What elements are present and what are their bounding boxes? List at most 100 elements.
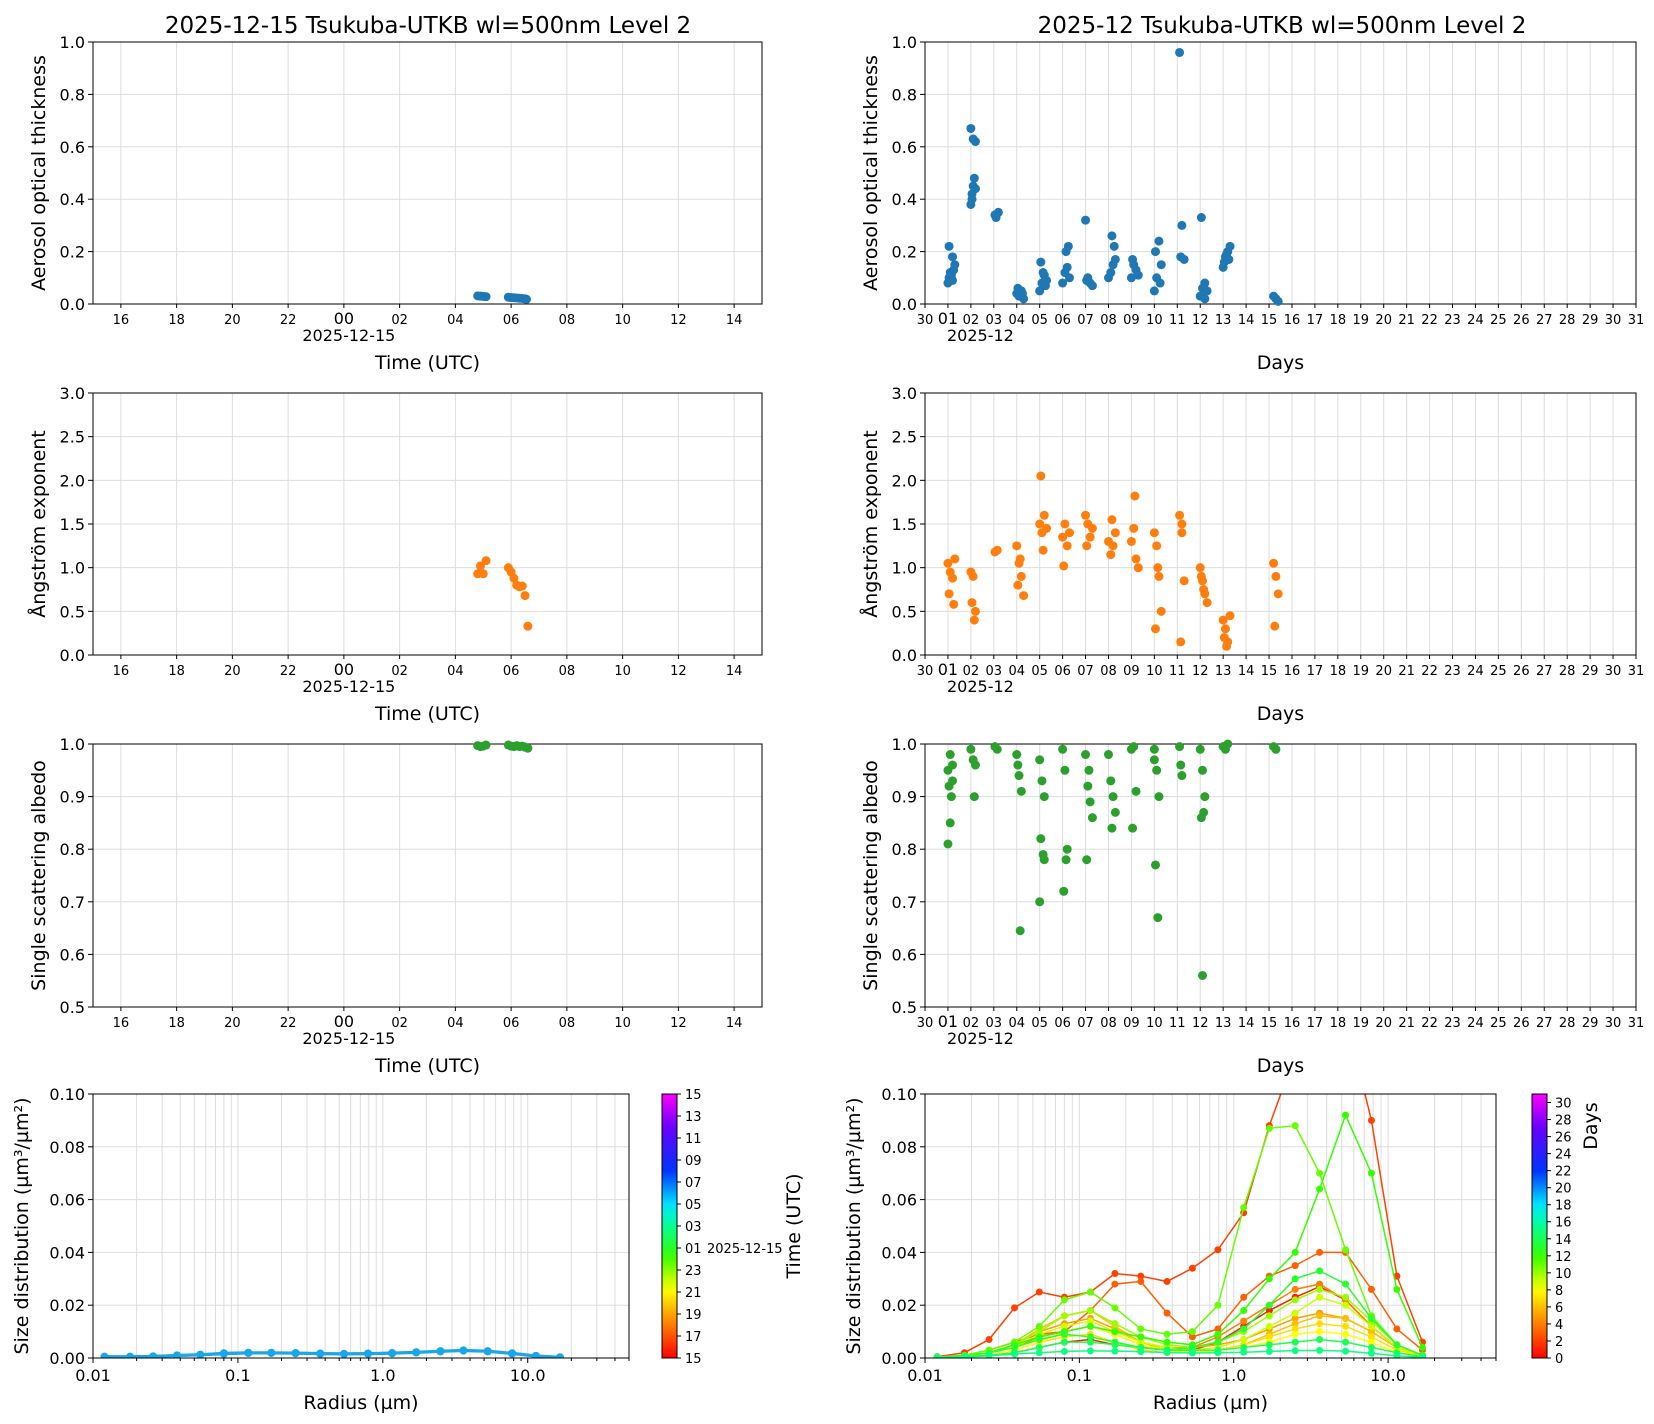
data-point [1019,591,1029,601]
data-point [1153,913,1163,923]
plot-frame [924,1093,1497,1359]
data-point [1154,571,1164,581]
y-tick-label: 0.0 [60,646,85,665]
data-point [1126,273,1136,283]
series-point [1035,1349,1043,1357]
y-tick-label: 0.6 [892,945,917,964]
x-tick-label: 23 [1444,313,1461,328]
data-point [1177,220,1187,230]
series-point [196,1350,205,1358]
series-point [960,1353,968,1358]
data-point [1179,576,1189,586]
series-point [1291,1296,1299,1304]
x-tick-label: 28 [1559,1016,1576,1031]
data-point [944,589,954,599]
data-point [1060,765,1070,775]
data-point [1058,532,1068,542]
x-tick-label: 14 [726,313,743,328]
colorbar-tick-label: 01 [685,1242,702,1257]
x-tick-label: 05 [1031,1016,1048,1031]
series-point [1214,1246,1222,1254]
series-point [1342,1111,1350,1119]
data-point [1035,897,1045,907]
x-tick-label: 28 [1559,664,1576,679]
plot-frame [92,743,763,1008]
data-point [950,260,960,270]
series-point [1316,1336,1324,1344]
series-point [1367,1349,1375,1357]
colorbar-tick-label: 05 [685,1198,702,1213]
x-tick-label: 14 [726,1016,743,1031]
series-point [1418,1343,1426,1351]
data-point [481,292,491,302]
data-point [970,184,980,194]
series-point [1137,1272,1145,1280]
x-tick-label: 18 [1330,313,1347,328]
data-point [969,792,979,802]
series-point [1342,1301,1350,1309]
x-tick-label: 30 [1605,1016,1622,1031]
x-tick-label: 06 [503,664,520,679]
data-point [1082,855,1092,865]
x-tick-label: 03 [986,1016,1003,1031]
series-point [1010,1304,1018,1312]
x-tick-label: 22 [280,1016,297,1031]
x-date-label: 2025-12 [947,326,1014,345]
colorbar-label: Time (UTC) [783,1173,805,1279]
y-tick-label: 0.8 [60,85,85,104]
y-tick-label: 0.0 [60,295,85,314]
y-tick-label: 0.00 [49,1349,85,1368]
series-point [267,1348,276,1357]
series-point [1291,1285,1299,1293]
data-point [1156,606,1166,616]
data-point [970,760,980,770]
y-tick-label: 0.4 [60,190,85,209]
series-point [1291,1330,1299,1338]
series-point [1265,1347,1273,1355]
x-tick-label: 04 [1008,664,1025,679]
y-tick-label: 3.0 [60,384,85,403]
data-point [1273,296,1283,306]
data-point [1039,510,1049,520]
x-tick-label: 19 [1353,1016,1370,1031]
series-point [1291,1325,1299,1333]
data-point [1222,641,1232,651]
colorbar-tick-label: 16 [1555,1216,1572,1231]
data-point [1087,281,1097,291]
series-point [388,1349,397,1358]
series-point [1393,1352,1401,1358]
x-tick-label: 07 [1077,1016,1094,1031]
series-point [1367,1338,1375,1346]
data-point [1040,281,1050,291]
data-point [1015,554,1025,564]
series-point [1111,1280,1119,1288]
data-point [509,573,519,583]
series-point [316,1349,325,1358]
data-point [1177,771,1187,781]
series-point [1163,1338,1171,1346]
data-point [1108,792,1118,802]
series-point [1316,1285,1324,1293]
data-point [1058,278,1068,288]
x-tick-label: 16 [1284,664,1301,679]
x-tick-label: 23 [1444,664,1461,679]
y-tick-label: 0.7 [892,893,917,912]
data-point [1270,621,1280,631]
y-tick-label: 2.5 [60,428,85,447]
data-point [1081,215,1091,225]
series-point [1060,1338,1068,1346]
data-point [1012,541,1022,551]
x-tick-label: 18 [168,313,185,328]
ssa-day-panel: 0.5 0.6 0.7 0.8 0.9 1.0 16 18 20 22 00 02 04 06 08 10 12… [28,735,763,1077]
y-axis-label: Single scattering albedo [860,760,882,991]
x-tick-label: 20 [224,1016,241,1031]
colorbar-tick-label: 20 [1555,1182,1572,1197]
x-tick-label: 20 [1375,313,1392,328]
x-tick-label: 10.0 [1370,1366,1406,1385]
y-axis-label: Ångström exponent [27,430,50,618]
x-tick-label: 30 [1605,664,1622,679]
series-point [1060,1330,1068,1338]
series-point [1393,1341,1401,1349]
colorbar-tick-label: 24 [1555,1148,1572,1163]
y-tick-label: 0.06 [881,1191,917,1210]
